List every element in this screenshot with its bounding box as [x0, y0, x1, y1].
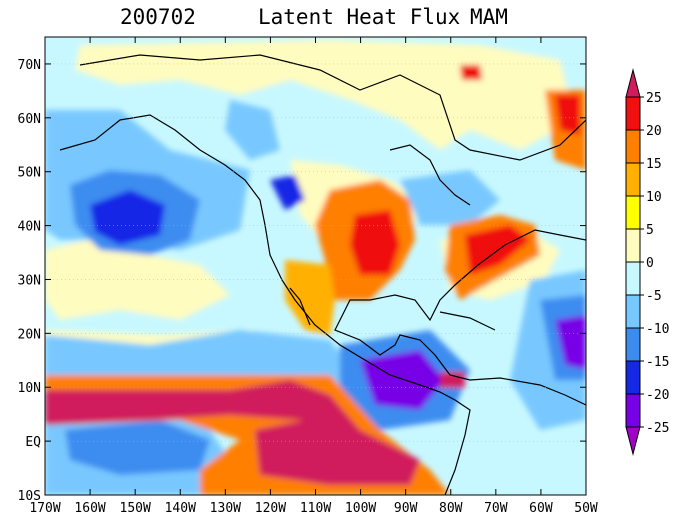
- x-tick-label: 80W: [439, 501, 463, 516]
- coastline-hudson: [389, 144, 471, 206]
- x-tick-label: 110W: [300, 501, 331, 516]
- region-positive-high: [45, 380, 360, 430]
- colorbar-cap-bottom: [625, 426, 641, 456]
- x-tick-label: 100W: [345, 501, 376, 516]
- x-tick-label: 150W: [120, 501, 151, 516]
- map-title: 200702 Latent Heat Flux MAM: [0, 0, 676, 34]
- coastline-baja: [289, 287, 311, 326]
- y-tick-label: 60N: [18, 112, 41, 127]
- colorbar-swatch: [625, 393, 641, 428]
- coastline-atlantic: [334, 229, 586, 406]
- colorbar-swatch: [625, 129, 641, 164]
- flux-field: [45, 37, 586, 495]
- x-tick-label: 60W: [529, 501, 553, 516]
- region-negative-low: [400, 170, 500, 225]
- x-tick-label: 50W: [574, 501, 598, 516]
- y-tick-label: 50N: [18, 166, 41, 181]
- field-regions: [45, 40, 586, 495]
- coastline-pacific: [59, 114, 471, 495]
- region-positive-high: [440, 372, 465, 388]
- title-season: MAM: [470, 5, 508, 29]
- colorbar-swatch: [625, 195, 641, 230]
- x-tick-label: 70W: [484, 501, 508, 516]
- region-positive-mid: [285, 260, 335, 335]
- region-negative-high: [90, 190, 165, 245]
- colorbar-swatch: [625, 162, 641, 197]
- x-tick-label: 130W: [210, 501, 241, 516]
- region-positive-high: [350, 210, 400, 275]
- colorbar-label: 25: [646, 91, 662, 106]
- region-negative-high: [555, 315, 586, 370]
- region-positive-low: [75, 40, 575, 150]
- y-axis: 70N 60N 50N 40N 30N 20N 10N EQ 10S: [18, 58, 586, 504]
- y-tick-label: EQ: [25, 435, 41, 450]
- colorbar-label: -5: [646, 289, 662, 304]
- colorbar-label: 15: [646, 157, 662, 172]
- colorbar-cap-top: [625, 68, 641, 98]
- region-negative-low: [225, 100, 280, 160]
- region-negative-mid: [65, 420, 210, 475]
- y-tick-label: 10S: [18, 489, 41, 504]
- colorbar-label: 10: [646, 190, 662, 205]
- coastline-caribbean: [439, 311, 496, 331]
- region-positive-high: [555, 95, 580, 135]
- region-positive-high: [460, 65, 482, 80]
- y-tick-label: 40N: [18, 220, 41, 235]
- region-negative-high: [360, 350, 445, 410]
- y-tick-label: 20N: [18, 327, 41, 342]
- colorbar-swatch: [625, 228, 641, 263]
- coastline-arctic: [79, 54, 586, 161]
- region-negative-high: [270, 175, 305, 210]
- colorbar-label: -15: [646, 355, 669, 370]
- y-tick-label: 10N: [18, 381, 41, 396]
- x-tick-label: 160W: [74, 501, 105, 516]
- x-tick-label: 90W: [394, 501, 418, 516]
- colorbar-label: 5: [646, 223, 654, 238]
- colorbar: 25 20 15 10 5 0 -5 -10 -15 -20 -25: [625, 68, 669, 456]
- colorbar-label: 0: [646, 256, 654, 271]
- colorbar-label: 20: [646, 124, 662, 139]
- x-tick-label: 170W: [29, 501, 60, 516]
- colorbar-swatch: [625, 96, 641, 131]
- y-tick-label: 30N: [18, 273, 41, 288]
- colorbar-swatch: [625, 261, 641, 296]
- region-positive-high: [255, 415, 420, 485]
- colorbar-swatch: [625, 327, 641, 362]
- title-date: 200702: [120, 5, 196, 29]
- colorbar-label: -20: [646, 388, 669, 403]
- title-variable: Latent Heat Flux: [258, 5, 461, 29]
- y-tick-label: 70N: [18, 58, 41, 73]
- colorbar-swatch: [625, 360, 641, 395]
- colorbar-label: -25: [646, 421, 669, 436]
- coastline: [59, 54, 586, 495]
- x-axis: 170W 160W 150W 140W 130W 120W 110W 100W 90W 80W 70…: [29, 37, 598, 516]
- x-tick-label: 140W: [165, 501, 196, 516]
- colorbar-swatch: [625, 294, 641, 329]
- region-positive-low: [45, 235, 230, 320]
- colorbar-label: -10: [646, 322, 669, 337]
- x-tick-label: 120W: [255, 501, 286, 516]
